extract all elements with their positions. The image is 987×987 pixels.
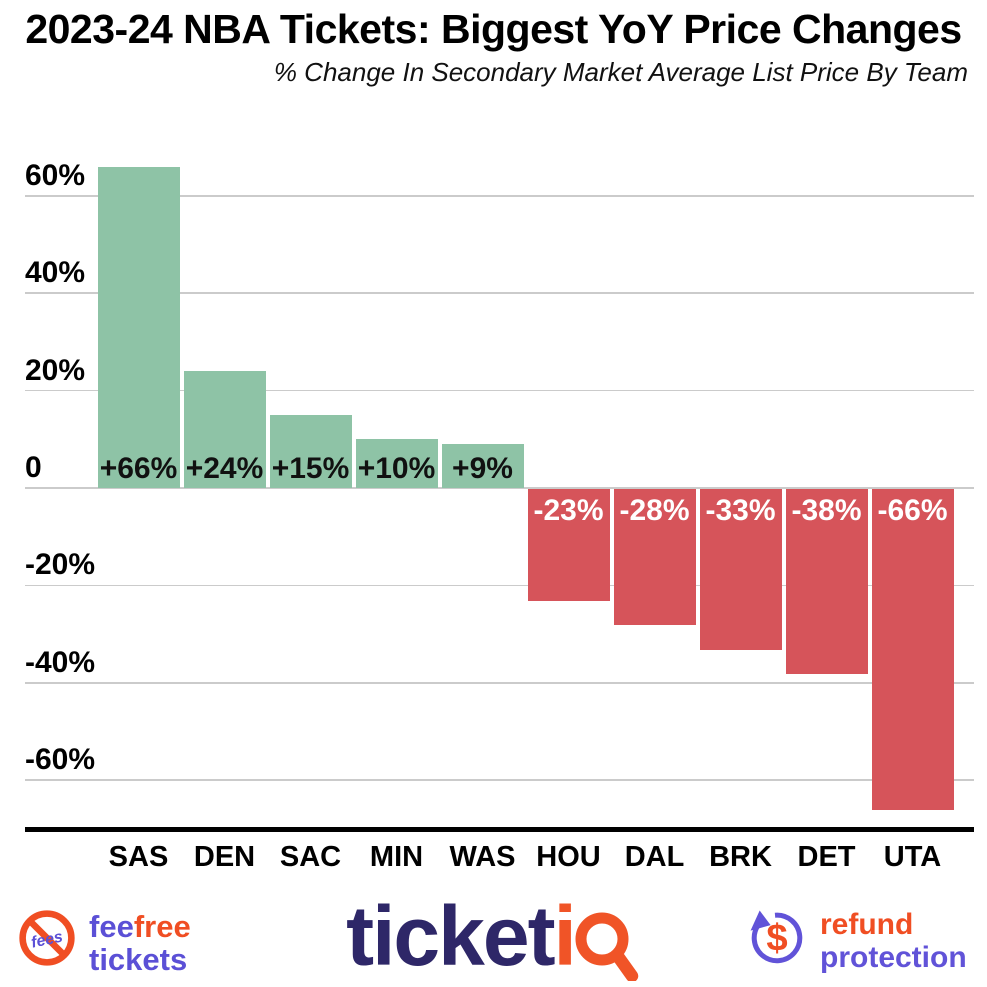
chart-subtitle: % Change In Secondary Market Average Lis… (273, 57, 968, 87)
x-axis-label-HOU: HOU (536, 841, 601, 873)
bar-WAS: +9% (441, 444, 524, 488)
y-axis-tick-label: 20% (25, 353, 86, 387)
bar-HOU: -23% (527, 489, 610, 601)
refund-line1: refund (820, 908, 914, 941)
x-axis-label-DET: DET (797, 841, 856, 873)
bar-SAC: +15% (269, 414, 352, 488)
y-axis-tick-label: 0 (25, 451, 42, 484)
bar-MIN: +10% (355, 439, 438, 488)
y-axis-tick-label: -40% (25, 645, 96, 679)
gridline (25, 389, 974, 392)
x-axis-label-DAL: DAL (624, 841, 685, 873)
y-axis-tick-label: -60% (25, 743, 96, 777)
page-title: 2023-24 NBA Tickets: Biggest YoY Price C… (25, 6, 962, 52)
bar-DEN: +24% (183, 371, 266, 488)
bar-value-label: +10% (357, 451, 436, 485)
feefree-tickets-logo: fees feefree tickets (17, 908, 191, 976)
bar-DET: -38% (785, 489, 868, 675)
refund-wordmark: refund protection (820, 906, 967, 974)
bar-value-label: -38% (791, 494, 862, 527)
y-axis-tick-label: 40% (25, 256, 86, 290)
bar-value-label: +24% (185, 451, 264, 485)
refund-line2: protection (820, 941, 967, 974)
bar-value-label: -28% (619, 494, 690, 527)
bar-SAS: +66% (97, 166, 180, 488)
gridline (25, 195, 974, 197)
gridline (25, 584, 974, 587)
x-axis-label-BRK: BRK (709, 841, 772, 873)
x-axis-label-SAC: SAC (279, 841, 342, 873)
bar-value-label: -23% (533, 494, 604, 527)
x-axis-label-MIN: MIN (369, 841, 424, 873)
bar-value-label: +15% (271, 451, 350, 485)
feefree-line1: feefree (89, 909, 191, 944)
svg-text:fees: fees (30, 928, 65, 951)
refund-cycle-icon: $ (750, 910, 803, 964)
y-axis-tick-label: -20% (25, 548, 96, 582)
svg-text:$: $ (766, 917, 787, 960)
gridline (25, 682, 974, 684)
x-axis-label-WAS: WAS (449, 841, 516, 873)
bar-DAL: -28% (613, 489, 696, 626)
bar-value-label: -33% (705, 494, 776, 527)
bar-value-label: +66% (99, 451, 178, 485)
feefree-line2: tickets (89, 942, 188, 977)
refund-protection-logo: $ refund protection (746, 906, 967, 974)
x-axis-label-SAS: SAS (108, 841, 169, 873)
bar-BRK: -33% (699, 489, 782, 650)
x-axis-label-UTA: UTA (883, 841, 942, 873)
x-axis-label-DEN: DEN (193, 841, 256, 873)
x-axis-line (25, 827, 974, 832)
gridline (25, 487, 974, 489)
no-fees-icon: fees (19, 910, 75, 966)
bar-UTA: -66% (871, 489, 954, 811)
feefree-wordmark: feefree tickets (89, 908, 191, 976)
bar-value-label: -66% (877, 494, 948, 527)
bar-value-label: +9% (452, 451, 513, 485)
y-axis-tick-label: 60% (25, 158, 86, 192)
magnifier-q-icon (575, 912, 639, 983)
gridline (25, 779, 974, 781)
gridline (25, 292, 974, 294)
ticketiq-logo: ticketi (0, 892, 987, 983)
